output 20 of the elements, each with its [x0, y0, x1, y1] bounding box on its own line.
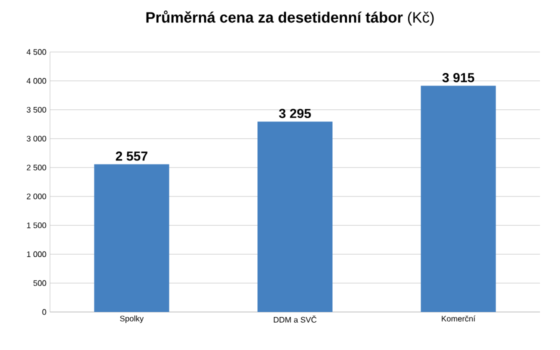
y-tick-label: 2 500 — [26, 164, 46, 170]
data-label: 3 295 — [279, 108, 311, 118]
y-tick-label: 2 000 — [26, 194, 46, 200]
bar — [258, 122, 332, 312]
data-label: 2 557 — [116, 152, 148, 161]
x-tick-label: Spolky — [120, 316, 144, 323]
y-tick-label: 3 000 — [26, 136, 46, 142]
y-tick-label: 1 500 — [27, 222, 46, 228]
x-tick-label: Komerční — [442, 316, 476, 322]
y-tick-label: 1 000 — [27, 251, 46, 258]
y-tick-label: 4 000 — [26, 78, 46, 84]
bar — [420, 86, 496, 312]
data-label: 3 915 — [442, 73, 474, 82]
y-tick-label: 4 500 — [26, 49, 46, 55]
y-tick-label: 0 — [42, 309, 46, 315]
y-tick-label: 3 500 — [26, 106, 46, 113]
chart-title: Průměrná cena za desetidenní tábor (Kč) — [146, 10, 434, 26]
y-tick-label: 500 — [33, 280, 46, 286]
bar — [94, 164, 170, 312]
x-tick-label: DDM a SVČ — [274, 316, 316, 323]
